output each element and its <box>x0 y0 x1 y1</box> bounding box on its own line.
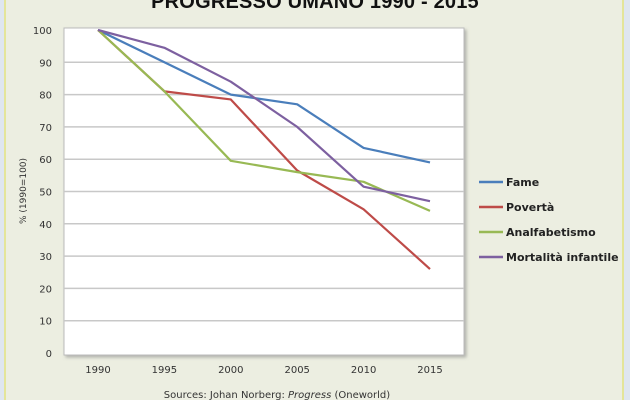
source-suffix: (Oneworld) <box>331 390 390 400</box>
x-tick-label: 2005 <box>284 365 309 376</box>
x-axis-ticks: 1990 1995 2000 2005 2010 2015 <box>85 365 442 376</box>
y-tick-label: 80 <box>39 91 52 102</box>
y-tick-label: 50 <box>39 188 52 199</box>
y-tick-label: 10 <box>39 317 52 328</box>
y-tick-label: 90 <box>39 58 52 69</box>
chart-title: PROGRESSO UMANO 1990 - 2015 <box>151 0 479 13</box>
y-tick-label: 20 <box>39 284 52 295</box>
series-line-analfabetismo <box>97 29 431 212</box>
y-axis-ticks: 0 10 20 30 40 50 60 70 80 90 100 <box>33 26 52 360</box>
series-line-mortalit-infantile <box>97 28 431 203</box>
y-tick-label: 100 <box>33 26 52 37</box>
x-tick-label: 2010 <box>351 365 376 376</box>
legend-label-fame: Fame <box>506 176 539 189</box>
gridlines <box>64 61 464 322</box>
y-tick-label: 70 <box>39 123 52 134</box>
source-prefix: Sources: Johan Norberg: <box>164 390 288 400</box>
source-note: Sources: Johan Norberg: Progress (Onewor… <box>164 390 390 400</box>
x-tick-label: 1995 <box>152 365 177 376</box>
y-axis-label: % (1990=100) <box>19 158 29 224</box>
x-tick-label: 2000 <box>218 365 243 376</box>
y-tick-label: 0 <box>46 349 52 360</box>
legend-label-mortalit-infantile: Mortalità infantile <box>506 251 619 264</box>
y-tick-label: 40 <box>39 220 52 231</box>
legend-label-povert-: Povertà <box>506 201 554 214</box>
legend-label-analfabetismo: Analfabetismo <box>506 226 596 239</box>
series-lines <box>97 28 431 270</box>
x-tick-label: 2015 <box>417 365 442 376</box>
y-tick-label: 30 <box>39 252 52 263</box>
series-line-fame <box>97 29 431 164</box>
legend: Fame Povertà Analfabetismo Mortalità infant… <box>479 176 619 264</box>
y-tick-label: 60 <box>39 155 52 166</box>
source-italic: Progress <box>288 390 331 400</box>
x-tick-label: 1990 <box>85 365 110 376</box>
